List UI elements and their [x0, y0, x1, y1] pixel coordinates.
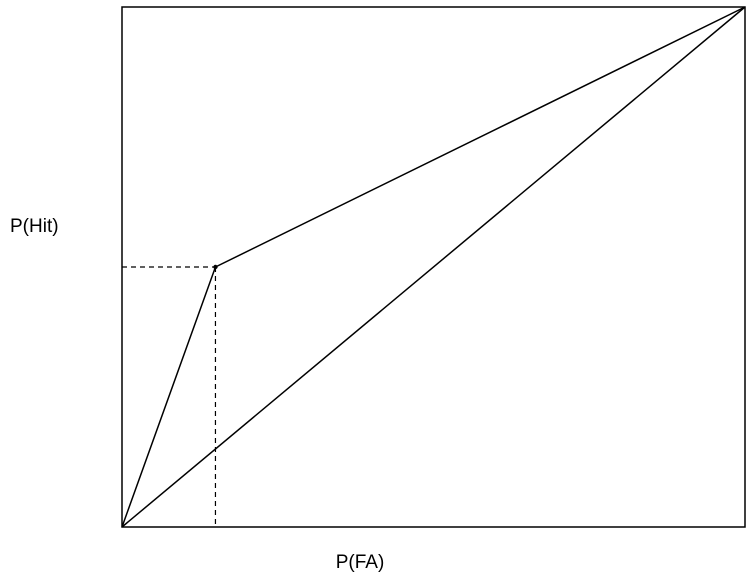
y-axis-label: P(Hit) [10, 216, 59, 237]
x-axis-label: P(FA) [336, 552, 385, 573]
chart-marks [121, 6, 746, 528]
chance-diagonal-line [121, 6, 746, 528]
operating-point-marker [213, 264, 218, 270]
